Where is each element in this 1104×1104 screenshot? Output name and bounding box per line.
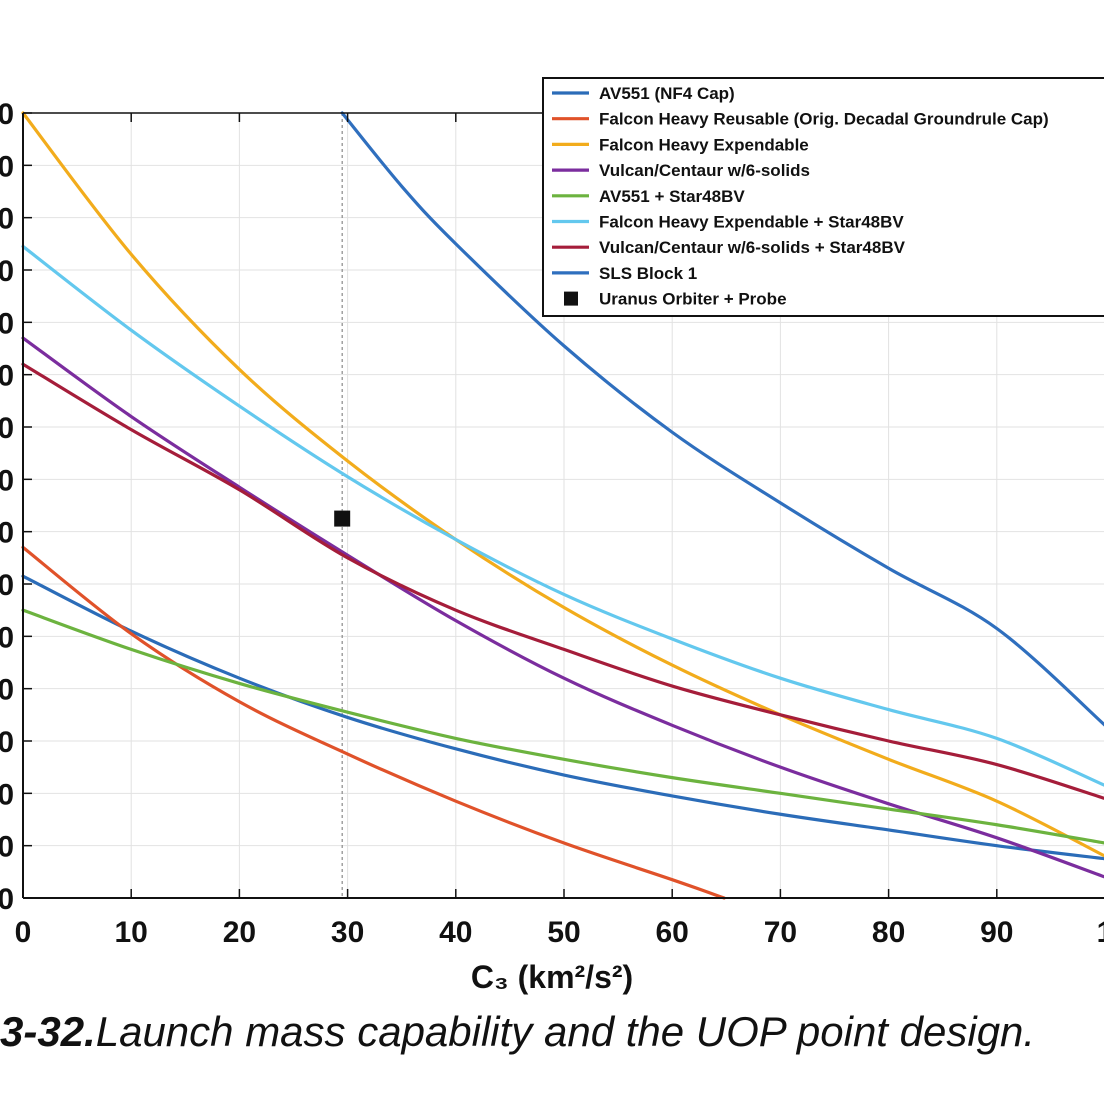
y-tick-label: 0 — [0, 569, 14, 602]
x-tick-label: 30 — [331, 916, 364, 949]
x-tick-label: 90 — [980, 916, 1013, 949]
series-line-falcon-heavy-reusable-orig-decadal-groundrule-cap — [21, 545, 726, 900]
series-line-falcon-heavy-expendable-star48bv — [21, 244, 1104, 787]
x-tick-label: 0 — [15, 916, 32, 949]
y-tick-label: 0 — [0, 464, 14, 497]
y-tick-label: 0 — [0, 517, 14, 550]
legend-marker — [564, 291, 578, 306]
legend-label: Falcon Heavy Expendable + Star48BV — [599, 213, 904, 232]
legend-label: Falcon Heavy Expendable — [599, 135, 809, 154]
series-line-falcon-heavy-expendable — [21, 111, 1104, 858]
points-layer — [334, 510, 351, 527]
legend-label: AV551 + Star48BV — [599, 187, 745, 206]
x-tick-label: 80 — [872, 916, 905, 949]
caption-text: Launch mass capability and the UOP point… — [95, 1008, 1036, 1055]
tick-labels: 010203040506070809010000000000000000 — [0, 98, 1104, 949]
y-tick-label: 0 — [0, 726, 14, 759]
legend-label: Falcon Heavy Reusable (Orig. Decadal Gro… — [599, 110, 1049, 129]
legend: AV551 (NF4 Cap) Falcon Heavy Reusable (Or… — [542, 77, 1104, 317]
y-tick-label: 0 — [0, 621, 14, 654]
series-line-sls-block-1 — [340, 111, 1104, 727]
y-tick-label: 0 — [0, 778, 14, 811]
y-tick-label: 0 — [0, 255, 14, 288]
x-tick-label: 10 — [115, 916, 148, 949]
figure-caption: 3-32.Launch mass capability and the UOP … — [0, 1008, 1104, 1068]
legend-box — [542, 77, 1104, 317]
y-tick-label: 0 — [0, 307, 14, 340]
legend-label: Uranus Orbiter + Probe — [599, 290, 787, 309]
y-tick-label: 0 — [0, 412, 14, 445]
series-layer — [21, 111, 1104, 900]
launch-mass-chart: 010203040506070809010000000000000000 C₃ … — [0, 77, 1104, 995]
y-tick-label: 0 — [0, 150, 14, 183]
uranus-orbiter-probe-point — [334, 510, 351, 527]
legend-label: Vulcan/Centaur w/6-solids — [599, 161, 810, 180]
x-tick-label: 50 — [547, 916, 580, 949]
x-tick-label: 1 — [1097, 916, 1104, 949]
y-tick-label: 0 — [0, 203, 14, 236]
legend-label: Vulcan/Centaur w/6-solids + Star48BV — [599, 238, 906, 257]
y-tick-label: 0 — [0, 98, 14, 131]
y-tick-label: 0 — [0, 360, 14, 393]
x-tick-label: 20 — [223, 916, 256, 949]
x-tick-label: 60 — [656, 916, 689, 949]
x-axis-label: C₃ (km²/s²) — [471, 959, 633, 995]
series-line-vulcan-centaur-w-6-solids-star48bv — [21, 362, 1104, 800]
x-tick-label: 40 — [439, 916, 472, 949]
y-tick-label: 0 — [0, 883, 14, 916]
series-line-av551-nf4-cap — [21, 574, 1104, 861]
legend-label: SLS Block 1 — [599, 264, 697, 283]
y-tick-label: 0 — [0, 674, 14, 707]
series-line-av551-star48bv — [21, 608, 1104, 845]
y-tick-label: 0 — [0, 831, 14, 864]
x-tick-label: 70 — [764, 916, 797, 949]
legend-label: AV551 (NF4 Cap) — [599, 84, 735, 103]
figure-number: 3-32. — [0, 1008, 96, 1055]
